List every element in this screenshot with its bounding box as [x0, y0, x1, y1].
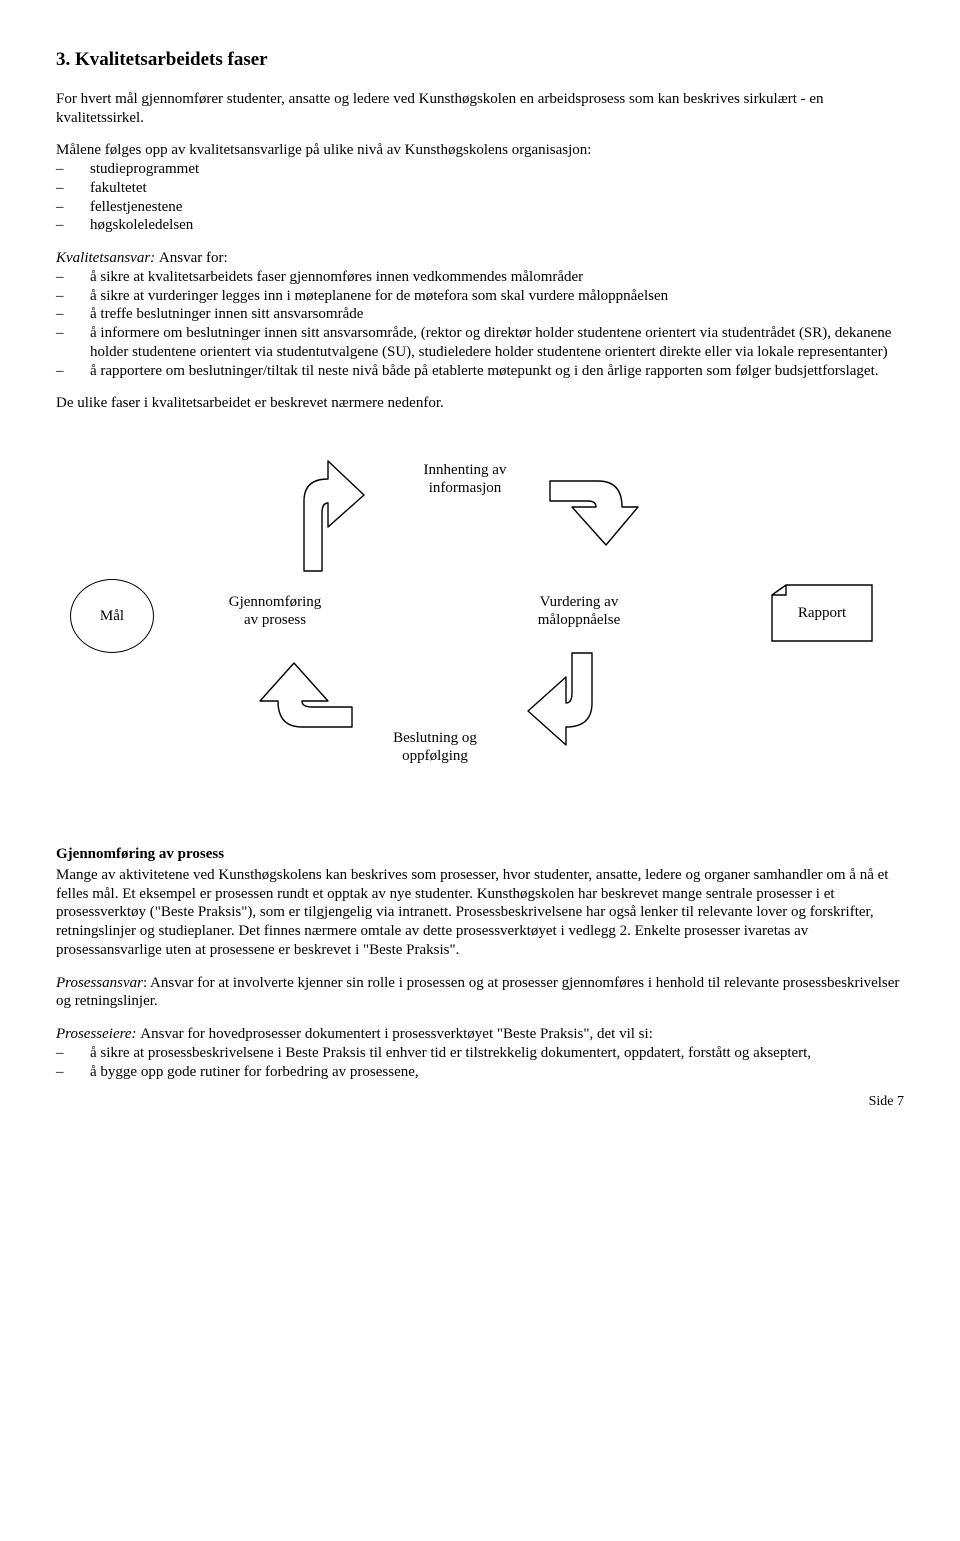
- prosessansvar-paragraph: Prosessansvar: Ansvar for at involverte …: [56, 974, 904, 1012]
- list-item: fakultetet: [56, 179, 904, 198]
- ansvar-list: å sikre at kvalitetsarbeidets faser gjen…: [56, 268, 904, 381]
- page-footer: Side 7: [56, 1093, 904, 1111]
- faser-outro: De ulike faser i kvalitetsarbeidet er be…: [56, 394, 904, 413]
- list-item: å sikre at vurderinger legges inn i møte…: [56, 287, 904, 306]
- section2-paragraph: Mange av aktivitetene ved Kunsthøgskolen…: [56, 866, 904, 960]
- gjennomforing-node: Gjennomføring av prosess: [210, 593, 340, 629]
- prosesseiere-text: Ansvar for hovedprosesser dokumentert i …: [140, 1026, 653, 1042]
- mal-label: Mål: [100, 607, 124, 626]
- section2-heading: Gjennomføring av prosess: [56, 845, 904, 864]
- list-item: studieprogrammet: [56, 160, 904, 179]
- list-item: å bygge opp gode rutiner for forbedring …: [56, 1063, 904, 1082]
- list-item: å informere om beslutninger innen sitt a…: [56, 324, 904, 362]
- prosesseiere-list: å sikre at prosessbeskrivelsene i Beste …: [56, 1044, 904, 1082]
- gjennomforing-l1: Gjennomføring: [229, 594, 321, 610]
- list-item: høgskoleledelsen: [56, 216, 904, 235]
- org-levels-list: studieprogrammet fakultetet fellestjenes…: [56, 160, 904, 235]
- arrow-up-left: [286, 455, 386, 581]
- innhenting-l1: Innhenting av: [424, 462, 507, 478]
- rapport-node: Rapport: [770, 583, 874, 643]
- rapport-label: Rapport: [798, 604, 846, 623]
- list-item: å rapportere om beslutninger/tiltak til …: [56, 362, 904, 381]
- arrow-vurdering-to-beslutning: [500, 643, 620, 763]
- prosessansvar-label: Prosessansvar: [56, 975, 143, 991]
- kvalitetsansvar-label: Kvalitetsansvar:: [56, 250, 159, 266]
- gjennomforing-l2: av prosess: [244, 612, 306, 628]
- innhenting-node: Innhenting av informasjon: [400, 461, 530, 497]
- list-item: fellestjenestene: [56, 198, 904, 217]
- arrow-beslutning-to-gjennomforing: [250, 643, 370, 763]
- prosesseiere-label: Prosesseiere:: [56, 1026, 140, 1042]
- beslutning-node: Beslutning og oppfølging: [370, 729, 500, 765]
- vurdering-node: Vurdering av måloppnåelse: [514, 593, 644, 629]
- kvalitetsansvar-line: Kvalitetsansvar: Ansvar for:: [56, 249, 904, 268]
- vurdering-l1: Vurdering av: [540, 594, 619, 610]
- maalene-intro: Målene følges opp av kvalitetsansvarlige…: [56, 141, 904, 160]
- beslutning-l1: Beslutning og: [393, 730, 477, 746]
- list-item: å sikre at kvalitetsarbeidets faser gjen…: [56, 268, 904, 287]
- mal-node: Mål: [70, 579, 154, 653]
- list-item: å sikre at prosessbeskrivelsene i Beste …: [56, 1044, 904, 1063]
- vurdering-l2: måloppnåelse: [538, 612, 620, 628]
- intro-paragraph: For hvert mål gjennomfører studenter, an…: [56, 90, 904, 128]
- prosessansvar-text: : Ansvar for at involverte kjenner sin r…: [56, 975, 899, 1010]
- innhenting-l2: informasjon: [429, 480, 502, 496]
- quality-cycle-diagram: Mål Gjennomføring av prosess Innhenting …: [70, 437, 890, 817]
- beslutning-l2: oppfølging: [402, 748, 468, 764]
- prosesseiere-line: Prosesseiere: Ansvar for hovedprosesser …: [56, 1025, 904, 1044]
- kvalitetsansvar-after: Ansvar for:: [159, 250, 228, 266]
- list-item: å treffe beslutninger innen sitt ansvars…: [56, 305, 904, 324]
- page-heading: 3. Kvalitetsarbeidets faser: [56, 48, 904, 72]
- arrow-innhenting-to-vurdering: [540, 451, 650, 581]
